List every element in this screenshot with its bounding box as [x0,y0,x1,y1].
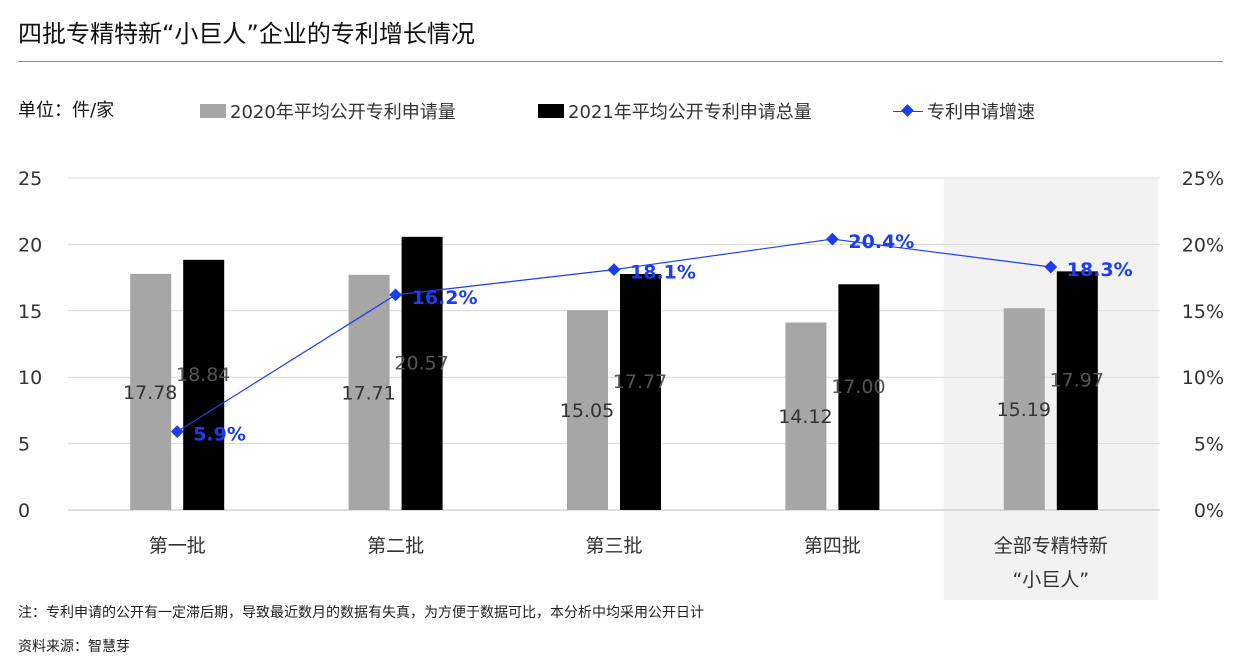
y-left-tick: 25 [18,168,42,190]
growth-marker [170,425,184,439]
y-right-tick: 5% [1194,434,1224,456]
growth-marker [826,232,839,246]
y-left-tick: 0 [18,500,30,522]
legend-swatch-line [893,104,923,118]
bar-label-2020: 14.12 [778,406,832,428]
bar-2021 [1056,271,1098,510]
unit-label: 单位：件/家 [18,100,115,121]
growth-label: 5.9% [193,424,246,446]
legend-item-2021: 2021年平均公开专利申请总量 [538,98,812,124]
growth-label: 18.1% [630,262,696,284]
legend-label-growth: 专利申请增速 [927,102,1035,123]
growth-label: 20.4% [848,231,914,253]
growth-label: 16.2% [412,287,478,309]
bar-2020 [348,274,390,510]
category-label: 第四批 [804,535,861,557]
bar-2020 [130,273,172,510]
y-left-tick: 20 [18,234,42,256]
bar-2021 [620,274,661,510]
y-right-tick: 0% [1194,500,1224,522]
category-label: 第一批 [149,535,206,557]
bar-2021 [183,259,225,510]
y-left-tick: 15 [18,301,42,323]
title-divider [18,61,1223,62]
y-right-tick: 20% [1182,234,1224,256]
bar-label-2021: 17.97 [1050,370,1104,392]
legend-item-growth: 专利申请增速 [893,98,1035,124]
legend-label-2020: 2020年平均公开专利申请量 [230,102,456,123]
bar-label-2020: 15.19 [997,399,1051,421]
bar-label-2020: 17.78 [123,382,177,404]
bar-label-2021: 18.84 [176,364,230,386]
bar-label-2021: 20.57 [394,352,448,374]
chart-title: 四批专精特新“小巨人”企业的专利增长情况 [18,20,475,48]
y-left-tick: 5 [18,434,30,456]
bar-2020 [567,310,608,510]
bar-2020 [1003,308,1045,510]
category-label: 全部专精特新 [994,535,1108,557]
y-right-tick: 15% [1182,301,1224,323]
bar-label-2021: 17.77 [613,371,667,393]
growth-label: 18.3% [1067,259,1133,281]
bar-label-2021: 17.00 [831,376,885,398]
y-left-tick: 10 [18,367,42,389]
legend-swatch-gray [200,104,226,118]
y-right-tick: 25% [1182,168,1224,190]
legend-item-2020: 2020年平均公开专利申请量 [200,98,456,124]
bar-2021 [838,284,880,510]
footnote: 注：专利申请的公开有一定滞后期，导致最近数月的数据有失真，为方便于数据可比，本分… [18,605,704,621]
y-right-tick: 10% [1182,367,1224,389]
source-note: 资料来源：智慧芽 [18,639,130,655]
bar-label-2020: 17.71 [341,382,395,404]
growth-marker [607,263,621,276]
category-label: “小巨人” [1012,569,1089,591]
bar-2020 [785,322,827,510]
bar-label-2020: 15.05 [560,400,614,422]
growth-marker [389,288,402,302]
legend-label-2021: 2021年平均公开专利申请总量 [568,102,812,123]
legend-swatch-black [538,104,564,118]
category-label: 第三批 [585,535,642,557]
category-label: 第二批 [367,535,424,557]
highlight-band [943,178,1158,600]
bar-2021 [401,236,443,511]
